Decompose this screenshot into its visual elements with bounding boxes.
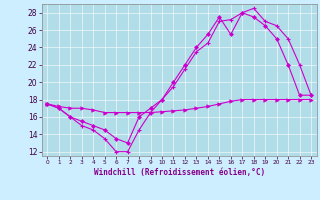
X-axis label: Windchill (Refroidissement éolien,°C): Windchill (Refroidissement éolien,°C) [94,168,265,177]
